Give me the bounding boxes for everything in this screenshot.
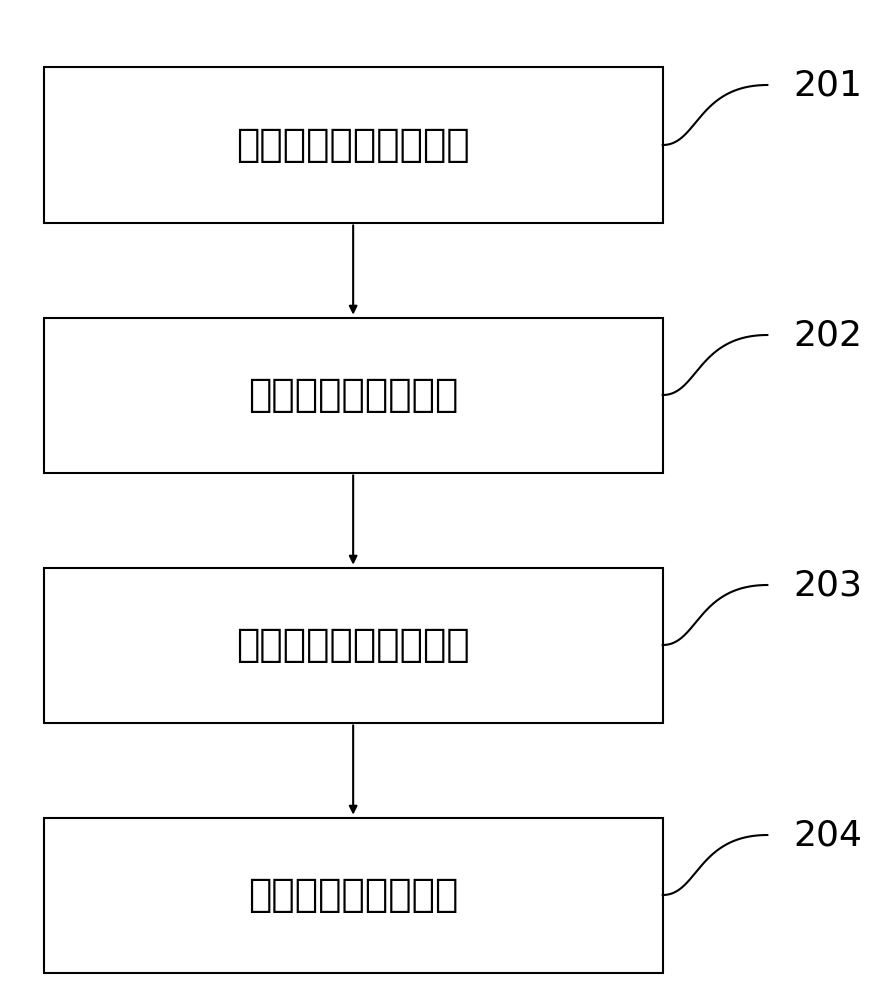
Text: 内阻修正参数确定模块: 内阻修正参数确定模块 [236,626,470,664]
Text: 202: 202 [794,318,862,352]
Text: 201: 201 [794,68,862,102]
Bar [44,68,663,223]
Text: 203: 203 [794,568,862,602]
Text: 理论内阻值确定模块: 理论内阻值确定模块 [248,376,459,414]
Bar [44,318,663,473]
Text: 204: 204 [794,818,862,852]
Text: 历史数据记录获取模块: 历史数据记录获取模块 [236,126,470,164]
Bar [44,568,663,722]
Bar [44,818,663,972]
Text: 实际内阻值获取模块: 实际内阻值获取模块 [248,876,459,914]
